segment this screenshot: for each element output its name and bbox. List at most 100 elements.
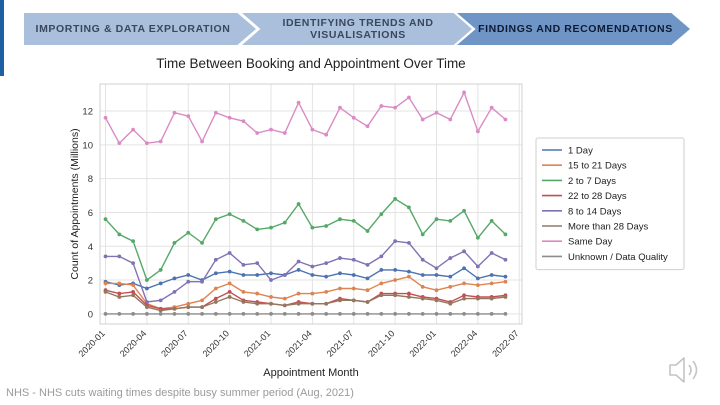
data-point — [227, 281, 232, 286]
legend-label: 8 to 14 Days — [568, 206, 622, 217]
data-point — [144, 311, 149, 316]
data-point — [365, 311, 370, 316]
speaker-icon[interactable] — [666, 353, 706, 387]
legend-label: Unknown / Data Quality — [568, 252, 668, 263]
data-point — [310, 311, 315, 316]
data-point — [282, 220, 287, 225]
data-point — [351, 115, 356, 120]
data-point — [227, 311, 232, 316]
series-4 — [103, 239, 508, 304]
data-point — [310, 225, 315, 230]
series-line — [105, 267, 506, 290]
y-tick-label: 6 — [88, 208, 93, 219]
legend-label: 15 to 21 Days — [568, 161, 627, 172]
data-point — [462, 208, 466, 213]
x-tick-label: 2020-01 — [77, 328, 107, 358]
data-point — [393, 239, 398, 244]
data-point — [117, 291, 122, 296]
data-point — [241, 262, 246, 267]
data-point — [503, 279, 508, 284]
data-point — [310, 127, 315, 132]
data-point — [310, 273, 315, 277]
data-point — [227, 269, 232, 274]
legend-label: More than 28 Days — [568, 222, 649, 233]
data-point — [255, 131, 260, 135]
data-point — [324, 301, 329, 306]
data-point — [420, 232, 425, 237]
series-7 — [103, 311, 508, 316]
data-point — [103, 115, 108, 120]
data-point — [393, 197, 398, 201]
data-point — [117, 141, 122, 146]
data-point — [365, 288, 370, 293]
data-point — [338, 256, 342, 260]
data-point — [227, 115, 232, 120]
data-point — [434, 288, 439, 293]
data-point — [475, 235, 480, 240]
data-point — [296, 268, 301, 272]
data-point — [448, 219, 453, 223]
data-point — [324, 274, 329, 279]
data-point — [489, 281, 494, 286]
data-point — [462, 293, 466, 298]
data-point — [434, 266, 439, 271]
data-point — [269, 278, 273, 282]
data-point — [448, 301, 453, 306]
data-point — [255, 291, 260, 296]
data-point — [462, 296, 466, 301]
data-point — [503, 117, 508, 122]
data-point — [255, 227, 260, 232]
x-tick-label: 2020-04 — [118, 328, 148, 358]
data-point — [200, 240, 204, 245]
data-point — [269, 295, 273, 299]
step-identifying-trends[interactable]: IDENTIFYING TRENDS AND VISUALISATIONS — [242, 13, 472, 45]
data-point — [365, 229, 370, 233]
data-point — [338, 286, 342, 291]
data-point — [269, 271, 273, 276]
data-point — [172, 240, 177, 245]
process-steps: IMPORTING & DATA EXPLORATION IDENTIFYING… — [24, 13, 690, 45]
data-point — [420, 273, 425, 277]
x-tick-label: 2022-07 — [490, 328, 520, 358]
data-point — [434, 298, 439, 303]
data-point — [365, 262, 370, 267]
data-point — [241, 300, 246, 304]
data-point — [282, 131, 287, 135]
data-point — [407, 269, 411, 274]
data-point — [282, 273, 287, 277]
series-line — [105, 291, 506, 312]
data-point — [393, 105, 398, 110]
data-point — [200, 139, 204, 144]
data-point — [379, 254, 384, 259]
series-line — [105, 275, 506, 310]
data-point — [365, 124, 370, 129]
data-point — [117, 254, 122, 259]
legend-label: Same Day — [568, 237, 613, 248]
series-line — [105, 240, 506, 303]
source-citation: NHS - NHS cuts waiting times despite bus… — [6, 387, 354, 399]
data-point — [407, 240, 411, 245]
data-point — [213, 110, 218, 115]
data-point — [269, 225, 273, 230]
data-point — [200, 298, 204, 303]
data-point — [158, 139, 163, 144]
data-point — [103, 254, 108, 259]
data-point — [379, 293, 384, 298]
y-axis-label: Count of Appointments (Millions) — [69, 128, 81, 279]
step-importing-data-exploration[interactable]: IMPORTING & DATA EXPLORATION — [24, 13, 256, 45]
data-point — [186, 230, 191, 235]
data-point — [420, 296, 425, 301]
data-point — [213, 271, 218, 276]
data-point — [503, 274, 508, 279]
data-point — [269, 301, 273, 306]
data-point — [296, 259, 301, 264]
data-point — [379, 311, 384, 316]
series-line — [104, 197, 506, 282]
data-point — [489, 105, 494, 110]
data-point — [448, 284, 453, 289]
data-point — [420, 257, 425, 262]
data-point — [324, 261, 329, 266]
data-point — [282, 296, 287, 301]
data-point — [131, 261, 135, 266]
step-findings-recommendations[interactable]: FINDINGS AND RECOMENDATIONS — [457, 13, 690, 45]
